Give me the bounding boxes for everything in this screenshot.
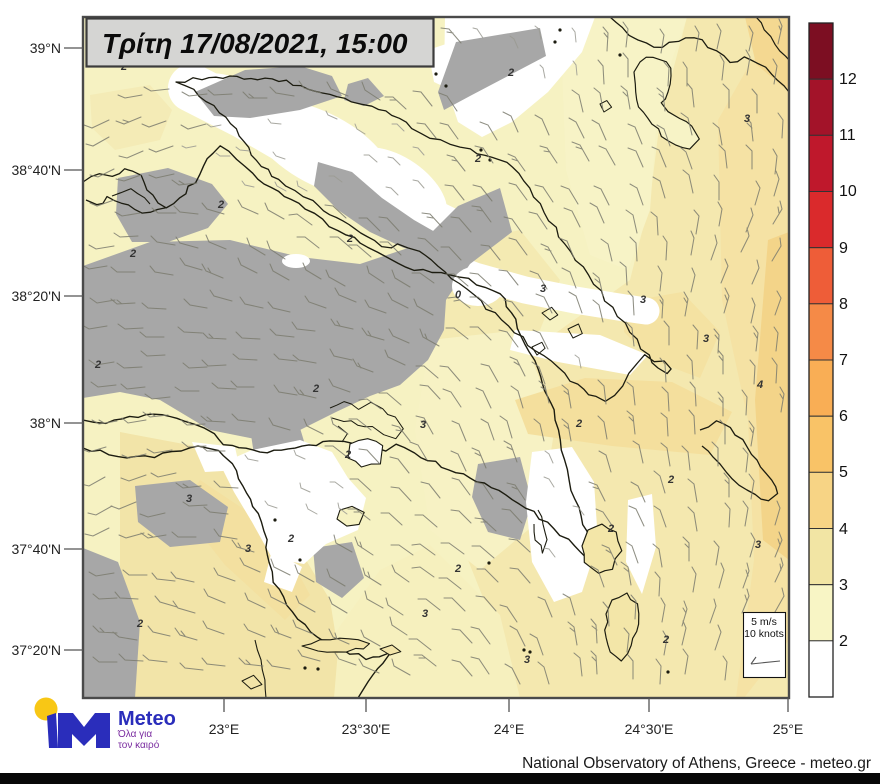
svg-text:38°40'N: 38°40'N: [11, 162, 61, 178]
svg-text:25°E: 25°E: [773, 721, 804, 737]
svg-text:2: 2: [474, 153, 481, 165]
svg-text:24°E: 24°E: [494, 721, 525, 737]
svg-text:3: 3: [422, 608, 428, 620]
svg-text:10 knots: 10 knots: [744, 628, 784, 640]
svg-text:12: 12: [839, 71, 857, 88]
svg-text:3: 3: [186, 493, 192, 505]
svg-text:2: 2: [839, 633, 848, 650]
svg-text:37°20'N: 37°20'N: [11, 642, 61, 658]
svg-text:6: 6: [839, 408, 848, 425]
svg-text:Όλα για: Όλα για: [117, 729, 152, 740]
svg-text:23°E: 23°E: [209, 721, 240, 737]
svg-text:Meteo: Meteo: [118, 708, 176, 730]
svg-text:3: 3: [755, 539, 761, 551]
svg-text:2: 2: [287, 533, 294, 545]
svg-text:37°40'N: 37°40'N: [11, 541, 61, 557]
svg-text:39°N: 39°N: [30, 40, 61, 56]
svg-text:3: 3: [703, 333, 709, 345]
svg-text:2: 2: [344, 449, 351, 461]
svg-text:5 m/s: 5 m/s: [751, 616, 777, 628]
svg-text:2: 2: [662, 634, 669, 646]
svg-text:9: 9: [839, 240, 848, 257]
svg-text:2: 2: [507, 67, 514, 79]
svg-text:3: 3: [540, 283, 546, 295]
svg-text:2: 2: [94, 359, 101, 371]
svg-text:2: 2: [607, 523, 614, 535]
svg-text:8: 8: [839, 296, 848, 313]
svg-text:23°30'E: 23°30'E: [342, 721, 391, 737]
svg-text:11: 11: [839, 127, 856, 144]
svg-text:2: 2: [312, 383, 319, 395]
svg-text:3: 3: [420, 419, 426, 431]
svg-text:3: 3: [839, 577, 848, 594]
svg-text:Τρίτη 17/08/2021, 15:00: Τρίτη 17/08/2021, 15:00: [102, 28, 408, 59]
svg-text:0: 0: [455, 289, 462, 301]
svg-text:24°30'E: 24°30'E: [625, 721, 674, 737]
svg-text:2: 2: [575, 418, 582, 430]
svg-text:4: 4: [756, 379, 763, 391]
svg-text:3: 3: [245, 543, 251, 555]
svg-text:7: 7: [839, 352, 848, 369]
svg-text:3: 3: [744, 113, 750, 125]
svg-text:2: 2: [217, 199, 224, 211]
svg-text:10: 10: [839, 183, 857, 200]
svg-text:τον καιρό: τον καιρό: [118, 739, 160, 751]
svg-text:5: 5: [839, 464, 848, 481]
svg-text:38°20'N: 38°20'N: [11, 288, 61, 304]
svg-text:2: 2: [346, 233, 353, 245]
svg-text:2: 2: [129, 248, 136, 260]
svg-text:38°N: 38°N: [30, 415, 61, 431]
svg-text:3: 3: [524, 654, 530, 666]
svg-text:2: 2: [454, 563, 461, 575]
svg-text:4: 4: [839, 521, 848, 538]
svg-text:2: 2: [136, 618, 143, 630]
svg-text:National Observatory of Athens: National Observatory of Athens, Greece -…: [522, 755, 871, 772]
svg-text:3: 3: [640, 294, 646, 306]
svg-text:2: 2: [667, 474, 674, 486]
